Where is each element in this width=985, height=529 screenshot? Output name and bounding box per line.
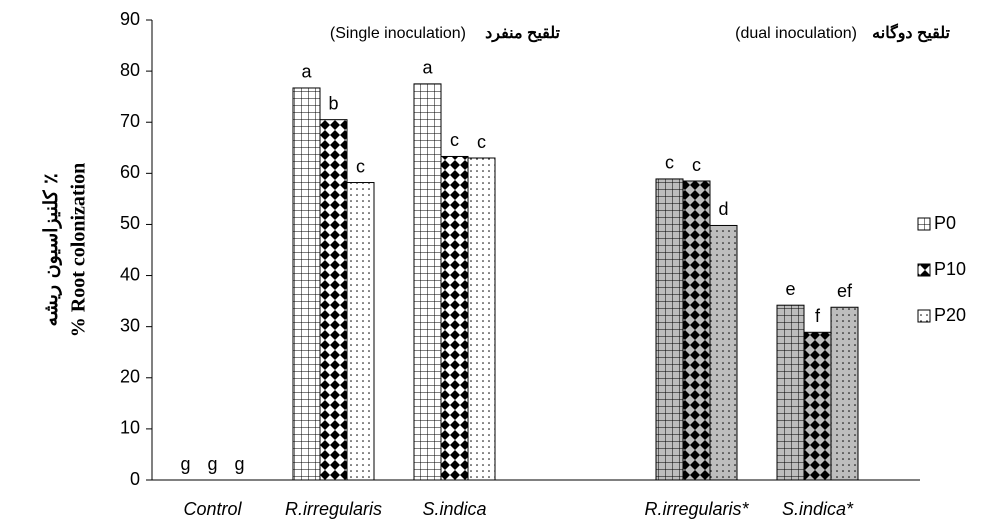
y-tick-label: 30: [120, 315, 140, 335]
value-label: c: [450, 130, 459, 150]
value-label: c: [356, 156, 365, 176]
legend-swatch: [917, 309, 931, 323]
bar: [803, 331, 832, 481]
legend-label: P10: [934, 259, 966, 279]
y-tick-label: 70: [120, 111, 140, 131]
bar: [467, 157, 496, 481]
value-label: g: [234, 454, 244, 474]
bar: [292, 87, 321, 481]
y-tick-label: 90: [120, 9, 140, 29]
bar: [830, 306, 859, 481]
value-label: e: [785, 279, 795, 299]
legend-label: P20: [934, 305, 966, 325]
value-label: c: [665, 153, 674, 173]
value-label: g: [180, 454, 190, 474]
bar: [709, 224, 738, 481]
value-label: f: [815, 306, 821, 326]
value-label: b: [328, 93, 338, 113]
bar: [655, 178, 684, 481]
value-label: c: [477, 132, 486, 152]
y-tick-label: 50: [120, 213, 140, 233]
y-axis-label: کلنیزاسیون ریشه ٪: [40, 173, 62, 326]
y-tick-label: 10: [120, 418, 140, 438]
y-axis-label: % Root colonization: [68, 163, 90, 337]
legend-swatch: [917, 217, 931, 231]
y-tick-label: 0: [130, 469, 140, 489]
bar: [346, 182, 375, 481]
y-tick-label: 20: [120, 367, 140, 387]
annotation: تلقيح منفرد: [485, 25, 560, 43]
value-label: g: [207, 454, 217, 474]
value-label: a: [301, 62, 312, 82]
annotation: (dual inoculation): [735, 25, 857, 42]
value-label: a: [422, 58, 433, 78]
bar: [413, 83, 442, 481]
bar: [682, 180, 711, 481]
y-tick-label: 80: [120, 60, 140, 80]
x-tick-label: R.irregularis*: [644, 499, 749, 519]
x-tick-label: Control: [183, 499, 242, 519]
bar: [440, 155, 469, 481]
x-tick-label: S.indica*: [782, 499, 854, 519]
value-label: ef: [837, 281, 853, 301]
x-tick-label: R.irregularis: [285, 499, 382, 519]
legend-swatch: [917, 263, 931, 277]
annotation: (Single inoculation): [330, 25, 466, 42]
value-label: d: [718, 199, 728, 219]
bar: [776, 304, 805, 481]
annotation: تلقيح دوگانه: [872, 23, 950, 43]
y-tick-label: 40: [120, 264, 140, 284]
value-label: c: [692, 155, 701, 175]
legend-label: P0: [934, 213, 956, 233]
x-tick-label: S.indica: [422, 499, 486, 519]
bar: [319, 119, 348, 481]
y-tick-label: 60: [120, 162, 140, 182]
